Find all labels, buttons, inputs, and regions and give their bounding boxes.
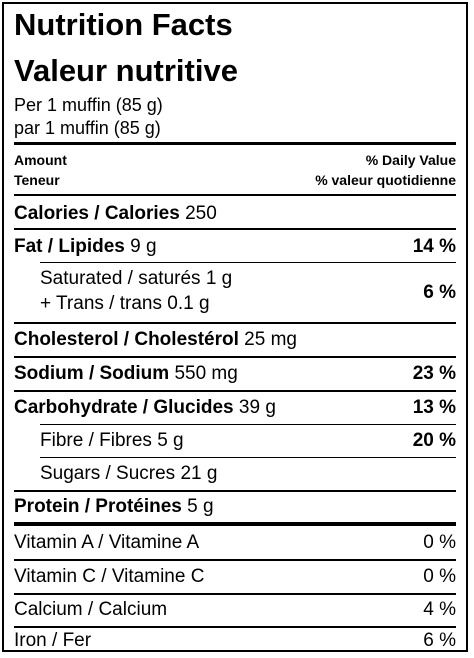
vitamin-c-daily-value: 0 % [423,566,456,587]
amount-header-english: Amount [14,152,67,168]
fibre-text: Fibre / Fibres 5 g [40,429,184,453]
saturated-label: Saturated / saturés [40,268,201,289]
rule-fat [40,262,456,263]
row-cholesterol: Cholesterol / Cholestérol 25 mg [14,324,456,356]
amount-header-french: Teneur [14,172,60,188]
sodium-text: Sodium / Sodium 550 mg [14,362,238,386]
fibre-value: 5 g [157,430,184,451]
sugars-text: Sugars / Sucres 21 g [40,462,217,486]
trans-label: + Trans / trans [40,293,162,314]
serving-size-english: Per 1 muffin (85 g) [14,95,163,115]
fat-label: Fat / Lipides [14,236,125,257]
fat-text: Fat / Lipides 9 g [14,235,157,259]
label-content: Nutrition Facts Valeur nutritive Per 1 m… [14,4,456,652]
rule-below-header [14,194,456,196]
iron-daily-value: 6 % [423,630,456,651]
serving-size-french: par 1 muffin (85 g) [14,118,161,138]
rule-carbohydrate [40,424,456,425]
cholesterol-text: Cholesterol / Cholestérol 25 mg [14,328,297,352]
protein-text: Protein / Protéines 5 g [14,495,214,519]
saturated-text: Saturated / saturés 1 g [40,267,232,291]
iron-label: Iron / Fer [14,630,92,651]
rule-saturated [14,322,456,324]
rule-vitamin-a [14,559,456,561]
thick-rule-top [14,142,456,145]
row-fibre: Fibre / Fibres 5 g 20 % [14,425,456,457]
title-french: Valeur nutritive [14,53,238,88]
calcium-label: Calcium / Calcium [14,599,168,620]
calories-value: 250 [185,203,217,224]
nutrition-facts-label: Nutrition Facts Valeur nutritive Per 1 m… [2,2,468,652]
daily-value-header-french: % valeur quotidienne [315,172,456,188]
saturated-trans-daily-value: 6 % [423,282,456,303]
rule-cholesterol [14,356,456,358]
carbohydrate-label: Carbohydrate / Glucides [14,397,234,418]
sodium-label: Sodium / Sodium [14,363,170,384]
protein-value: 5 g [187,496,214,517]
row-vitamin-c: Vitamin C / Vitamine C 0 % [14,561,456,593]
row-carbohydrate: Carbohydrate / Glucides 39 g 13 % [14,392,456,424]
saturated-value: 1 g [205,268,233,289]
vitamin-c-label: Vitamin C / Vitamine C [14,566,205,587]
carbohydrate-value: 39 g [238,397,276,418]
row-calories: Calories / Calories 250 [14,200,456,228]
fat-value: 9 g [130,236,157,257]
sugars-label: Sugars / Sucres [40,463,176,484]
calcium-daily-value: 4 % [423,599,456,620]
fat-daily-value: 14 % [412,236,456,257]
daily-value-header-english: % Daily Value [365,152,456,168]
row-saturated-trans: Saturated / saturés 1 g + Trans / trans … [14,263,456,323]
cholesterol-value: 25 mg [244,329,297,350]
calories-label: Calories / Calories [14,203,180,224]
carbohydrate-daily-value: 13 % [412,397,456,418]
trans-text: + Trans / trans 0.1 g [40,292,210,316]
row-calcium: Calcium / Calcium 4 % [14,595,456,626]
rule-calcium [14,626,456,628]
row-sugars: Sugars / Sucres 21 g [14,458,456,490]
calories-text: Calories / Calories 250 [14,202,217,226]
row-fat: Fat / Lipides 9 g 14 % [14,230,456,262]
sugars-value: 21 g [180,463,218,484]
row-vitamin-a: Vitamin A / Vitamine A 0 % [14,526,456,559]
row-sodium: Sodium / Sodium 550 mg 23 % [14,358,456,390]
trans-value: 0.1 g [167,293,210,314]
cholesterol-label: Cholesterol / Cholestérol [14,329,239,350]
protein-label: Protein / Protéines [14,496,182,517]
vitamin-a-label: Vitamin A / Vitamine A [14,532,200,553]
title-english: Nutrition Facts [14,7,233,42]
carbohydrate-text: Carbohydrate / Glucides 39 g [14,396,276,420]
sodium-value: 550 mg [174,363,238,384]
sodium-daily-value: 23 % [412,363,456,384]
fibre-label: Fibre / Fibres [40,430,152,451]
rule-fibre [40,457,456,458]
thick-rule-vitamins [14,522,456,526]
vitamin-a-daily-value: 0 % [423,532,456,553]
row-protein: Protein / Protéines 5 g [14,492,456,522]
fibre-daily-value: 20 % [412,430,456,451]
rule-sugars [14,490,456,492]
row-iron: Iron / Fer 6 % [14,628,456,652]
rule-calories [14,228,456,230]
rule-vitamin-c [14,593,456,595]
rule-sodium [14,390,456,392]
